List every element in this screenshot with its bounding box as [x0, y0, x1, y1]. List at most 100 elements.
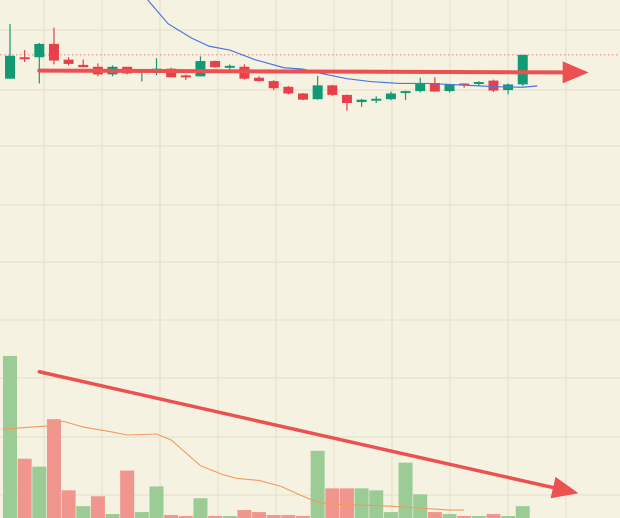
candle	[312, 75, 323, 100]
volume-bar	[237, 510, 252, 518]
candle-body	[19, 57, 30, 60]
volume-bar	[76, 506, 91, 518]
volume-bar	[427, 512, 442, 518]
candle-body	[341, 94, 352, 104]
candle	[283, 85, 294, 95]
volume-bar	[178, 516, 193, 518]
candle-body	[78, 64, 89, 68]
candle	[488, 79, 499, 93]
candle	[34, 42, 45, 84]
candle	[503, 83, 514, 95]
price-trend-arrow	[37, 61, 589, 84]
candle-body	[415, 82, 426, 92]
arrow-head	[550, 476, 579, 499]
price-moving-average	[147, 0, 538, 88]
volume-bar	[149, 486, 164, 518]
candle	[63, 57, 74, 66]
candle	[254, 76, 265, 82]
candle	[371, 96, 382, 104]
price-candles	[5, 23, 528, 111]
volume-bar	[457, 516, 472, 518]
candle-body	[356, 99, 367, 103]
candle-body	[298, 93, 308, 100]
volume-bar	[486, 514, 501, 518]
candle-body	[400, 91, 411, 94]
candle-body	[195, 61, 206, 77]
candle	[19, 50, 30, 62]
volume-ma-line	[2, 420, 465, 511]
candle	[444, 84, 455, 93]
volume-bar	[32, 466, 47, 518]
arrow-shaft	[37, 68, 565, 75]
candle	[210, 60, 221, 68]
candle	[224, 64, 235, 70]
volume-bar	[281, 515, 296, 518]
candle-body	[283, 86, 294, 94]
volume-bar	[296, 516, 310, 518]
candle-body	[312, 85, 323, 100]
volume-bar	[398, 462, 413, 518]
candle	[341, 94, 352, 111]
candle	[5, 23, 15, 79]
volume-bar	[325, 488, 340, 518]
volume-bar	[413, 494, 428, 518]
candle	[415, 77, 426, 93]
candle	[48, 27, 59, 65]
candle-body	[473, 82, 484, 85]
volume-bar	[208, 516, 223, 518]
candle-body	[210, 61, 221, 68]
volume-bar	[354, 488, 369, 518]
arrow-head	[562, 61, 589, 84]
volume-bar	[501, 516, 516, 518]
candle	[78, 59, 89, 68]
volume-bars	[3, 355, 530, 518]
candle-body	[459, 83, 470, 86]
volume-bar	[339, 488, 354, 518]
candle-body	[224, 65, 235, 68]
volume-trend-arrow	[37, 369, 579, 499]
volume-bar	[46, 419, 61, 518]
volume-bar	[310, 450, 325, 518]
candle	[180, 74, 191, 81]
volume-bar	[383, 512, 398, 518]
candle	[327, 84, 338, 96]
volume-bar	[266, 515, 281, 518]
candle	[473, 81, 484, 86]
candle-body	[444, 84, 455, 92]
candle	[400, 90, 411, 101]
volume-bar	[252, 512, 267, 518]
volume-bar	[90, 496, 105, 518]
volume-bar	[515, 506, 530, 518]
volume-bar	[134, 512, 149, 518]
candle-body	[254, 77, 265, 82]
volume-bar	[105, 514, 120, 518]
volume-bar	[164, 515, 179, 518]
price-ma-line	[147, 0, 538, 88]
volume-moving-average	[2, 420, 465, 511]
volume-bar	[222, 516, 237, 518]
volume-bar	[3, 355, 17, 518]
candle-body	[429, 82, 440, 92]
volume-bar	[442, 514, 457, 518]
candle-body	[48, 43, 59, 61]
candle-body	[517, 54, 528, 85]
candle-body	[327, 85, 338, 95]
candle	[268, 80, 279, 91]
candle-body	[385, 93, 396, 100]
arrow-shaft	[37, 369, 555, 490]
candle-body	[268, 81, 279, 89]
candle	[385, 91, 396, 101]
candle-body	[488, 80, 499, 91]
candle-body	[5, 55, 15, 79]
volume-bar	[471, 516, 486, 518]
candle	[429, 77, 440, 92]
volume-bar	[193, 498, 208, 518]
volume-bar	[369, 490, 384, 518]
candle	[356, 98, 367, 107]
candle-body	[63, 59, 74, 64]
candle-body	[180, 75, 191, 78]
volume-bar	[120, 470, 135, 518]
candle	[298, 93, 308, 101]
